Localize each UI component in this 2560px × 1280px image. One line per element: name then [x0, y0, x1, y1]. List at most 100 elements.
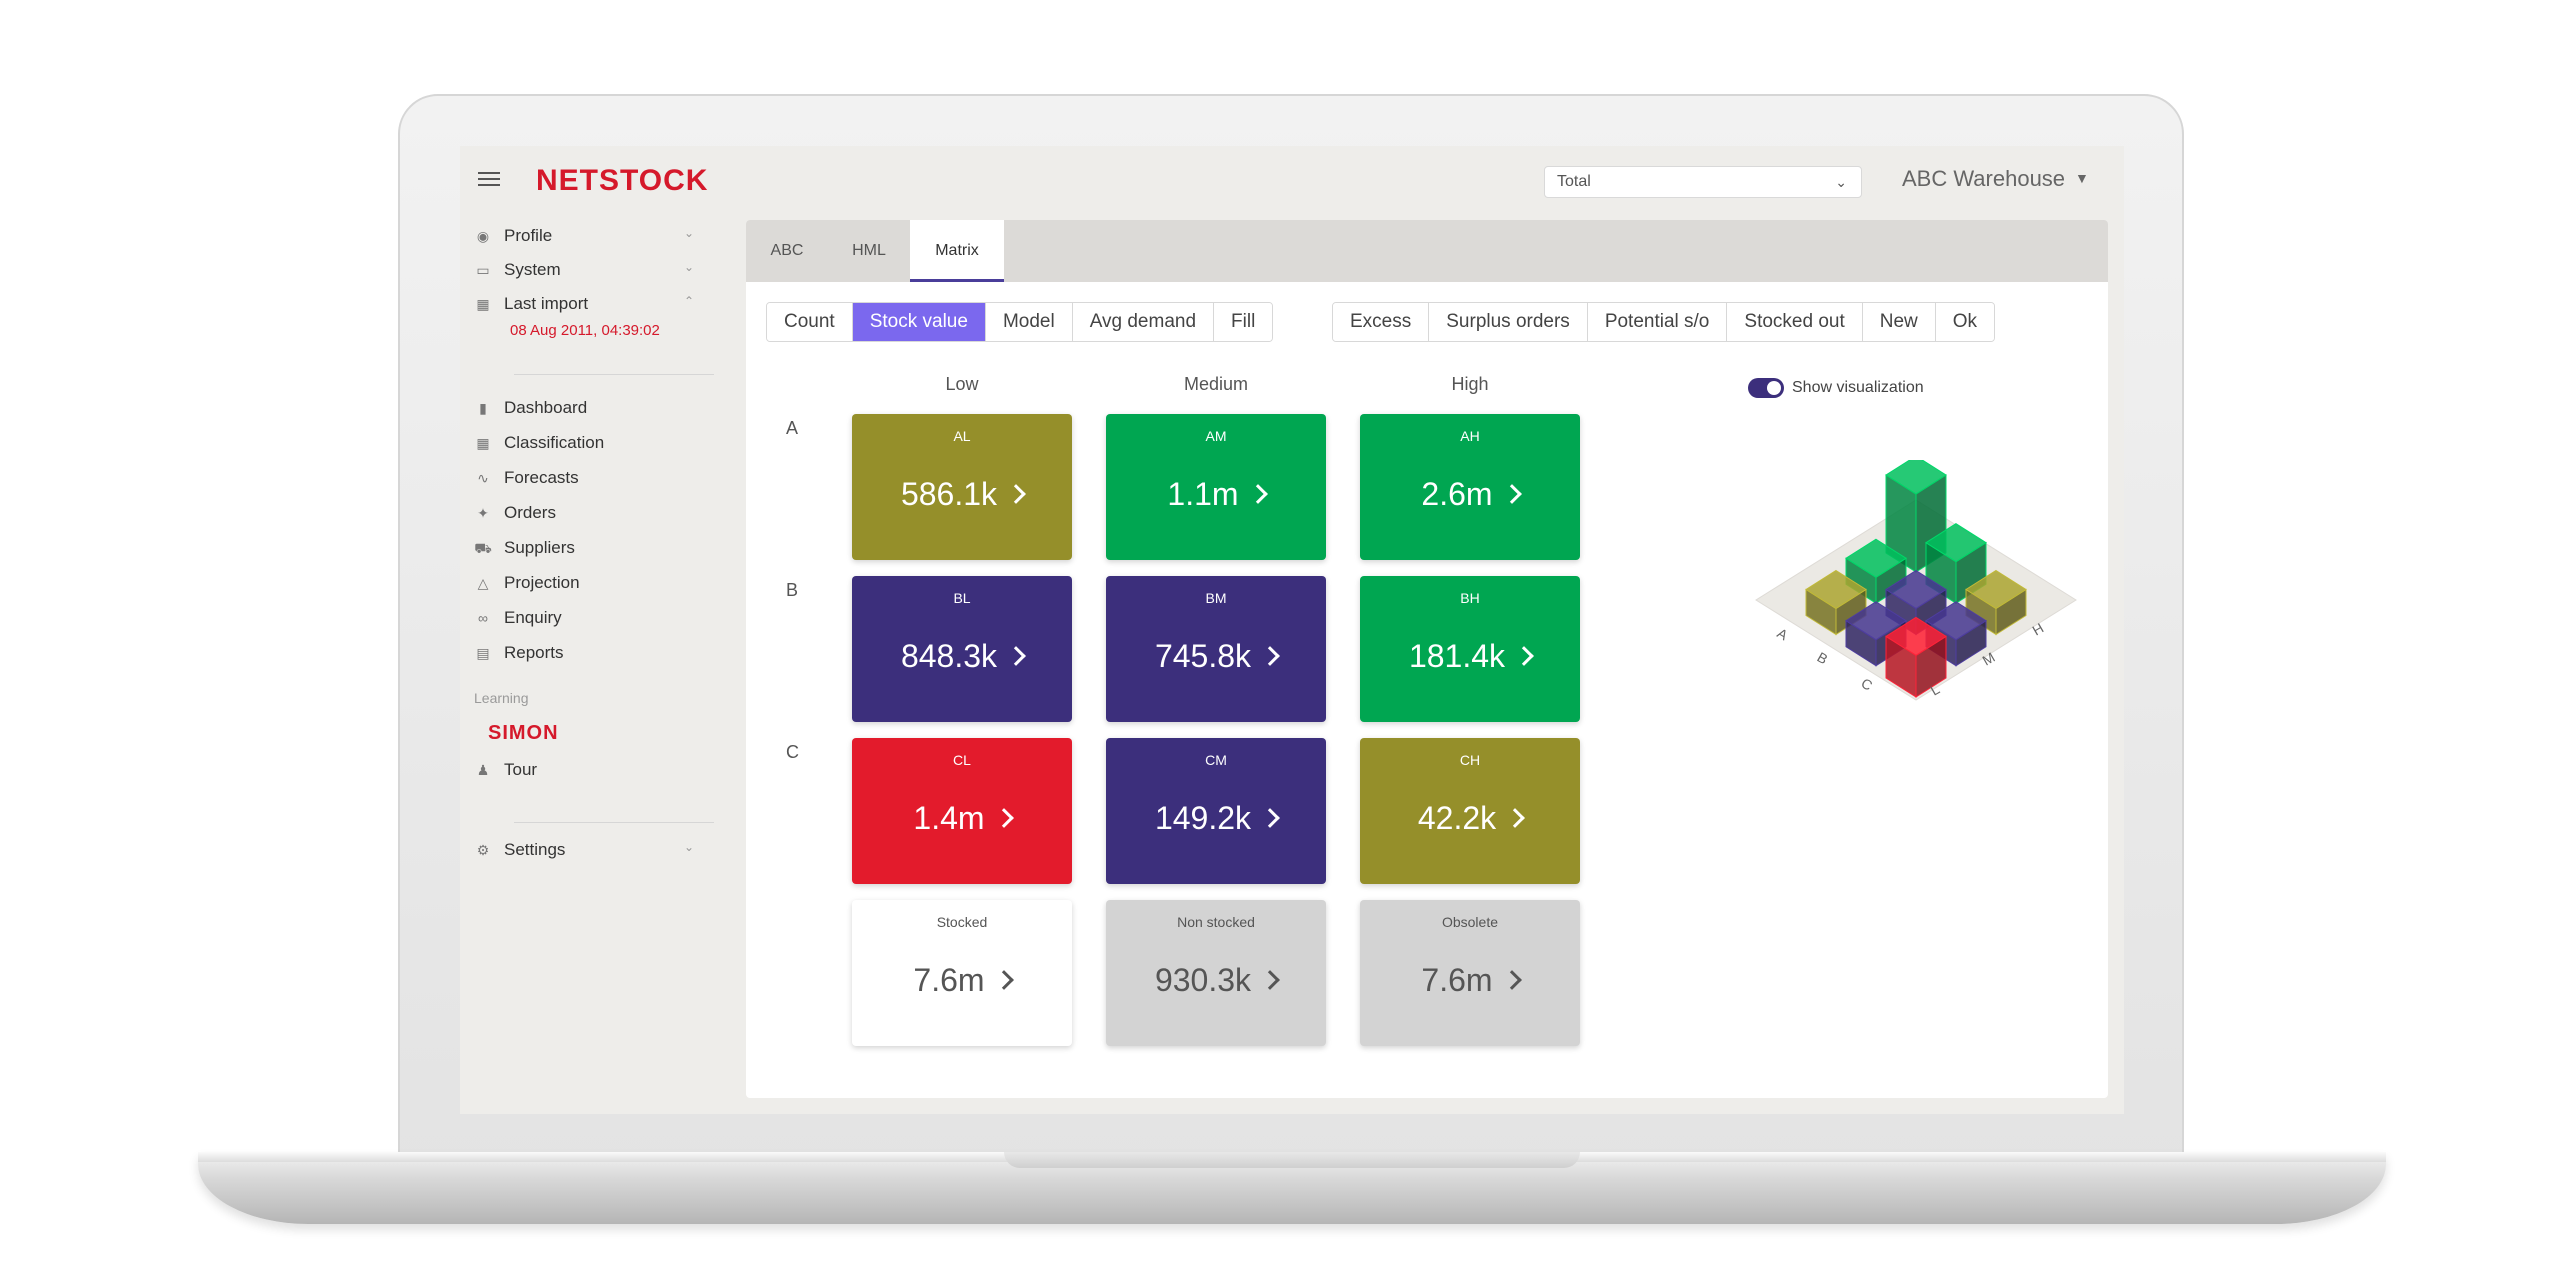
learning-section-label: Learning — [474, 690, 529, 706]
sidebar-item-label: Dashboard — [504, 398, 588, 417]
sidebar-item-reports[interactable]: ▤ Reports — [474, 639, 694, 667]
sidebar-item-label: Suppliers — [504, 538, 575, 557]
tile-am[interactable]: AM 1.1m — [1106, 414, 1326, 560]
column-header-high: High — [1451, 374, 1489, 394]
sidebar-item-projection[interactable]: △ Projection — [474, 569, 694, 597]
tile-value: 848.3k — [852, 638, 1072, 675]
bar-chart-icon: ▮ — [479, 400, 487, 416]
person-icon: ♟ — [476, 762, 490, 778]
sidebar-item-last-import[interactable]: ▦ Last import ⌃ — [474, 290, 694, 318]
sidebar-item-orders[interactable]: ✦ Orders — [474, 499, 694, 527]
filter-button-group: Excess Surplus orders Potential s/o Stoc… — [1332, 302, 1996, 342]
show-visualization-label: Show visualization — [1792, 379, 1924, 396]
tile-code: AL — [953, 428, 971, 444]
measure-button-group: Count Stock value Model Avg demand Fill — [766, 302, 1274, 342]
viz-cube-am — [1925, 523, 1987, 563]
viz-cube-bh — [1845, 538, 1907, 578]
tile-value: 181.4k — [1360, 638, 1580, 675]
sidebar-item-label: Last import — [504, 294, 589, 313]
chevron-right-icon — [1505, 808, 1526, 828]
simon-link[interactable]: SIMON — [488, 722, 559, 744]
tile-bm[interactable]: BM 745.8k — [1106, 576, 1326, 722]
tile-al[interactable]: AL 586.1k — [852, 414, 1072, 560]
sidebar-item-system[interactable]: ▭ System ⌄ — [474, 256, 694, 284]
line-chart-icon: ∿ — [477, 470, 489, 486]
sidebar-item-tour[interactable]: ♟ Tour — [474, 756, 694, 784]
tile-stocked[interactable]: Stocked 7.6m — [852, 900, 1072, 1046]
tile-ah[interactable]: AH 2.6m — [1360, 414, 1580, 560]
potential-so-button[interactable]: Potential s/o — [1587, 303, 1728, 341]
sidebar-item-label: Tour — [504, 760, 538, 779]
tile-value: 930.3k — [1106, 962, 1326, 999]
fill-button[interactable]: Fill — [1214, 303, 1273, 341]
stocked-out-button[interactable]: Stocked out — [1727, 303, 1863, 341]
viz-cube-cl — [1885, 616, 1947, 656]
app-screen: NETSTOCK Total ⌄ ABC Warehouse ▼ ◉ Profil… — [460, 146, 2124, 1114]
total-select[interactable]: Total ⌄ — [1544, 166, 1862, 198]
truck-icon: ⛟ — [474, 540, 492, 556]
tab-matrix[interactable]: Matrix — [910, 220, 1004, 282]
tile-value: 586.1k — [852, 476, 1072, 513]
excess-button[interactable]: Excess — [1333, 303, 1430, 341]
chevron-right-icon — [1260, 808, 1280, 828]
tile-cl[interactable]: CL 1.4m — [852, 738, 1072, 884]
tile-bh[interactable]: BH 181.4k — [1360, 576, 1580, 722]
warehouse-dropdown[interactable]: ABC Warehouse ▼ — [1902, 166, 2089, 192]
count-button[interactable]: Count — [767, 303, 853, 341]
new-button[interactable]: New — [1862, 303, 1936, 341]
chevron-right-icon — [1006, 484, 1026, 504]
sidebar-item-dashboard[interactable]: ▮ Dashboard — [474, 394, 694, 422]
caret-down-icon: ▼ — [2075, 170, 2089, 186]
show-visualization-toggle[interactable]: Show visualization — [1748, 378, 1924, 398]
toggle-switch[interactable] — [1748, 378, 1784, 398]
chevron-down-icon: ⌄ — [683, 226, 694, 240]
chevron-down-icon: ⌄ — [683, 260, 694, 274]
sidebar-item-label: Profile — [504, 226, 553, 245]
window-icon: ▭ — [476, 262, 490, 278]
sidebar-item-forecasts[interactable]: ∿ Forecasts — [474, 464, 694, 492]
grid-icon: ▦ — [476, 435, 490, 451]
user-circle-icon: ◉ — [476, 228, 490, 244]
calendar-icon: ▦ — [476, 296, 490, 312]
tab-hml[interactable]: HML — [852, 242, 886, 259]
sidebar-item-label: Classification — [504, 433, 605, 452]
sidebar-item-classification[interactable]: ▦ Classification — [474, 429, 694, 457]
triangle-icon: △ — [477, 575, 489, 591]
viz-cubes — [1805, 460, 2027, 698]
chevron-right-icon — [1260, 646, 1280, 666]
tile-code: BL — [953, 590, 971, 606]
chevron-right-icon — [1501, 970, 1522, 990]
sidebar-item-suppliers[interactable]: ⛟ Suppliers — [474, 534, 694, 562]
sidebar-item-enquiry[interactable]: ∞ Enquiry — [474, 604, 694, 632]
tile-bl[interactable]: BL 848.3k — [852, 576, 1072, 722]
avg-demand-button[interactable]: Avg demand — [1072, 303, 1215, 341]
model-button[interactable]: Model — [985, 303, 1073, 341]
viz-axis-label-a: A — [1775, 625, 1792, 644]
tile-code: Stocked — [936, 914, 988, 930]
viz-cube-bm — [1885, 569, 1947, 610]
tile-ch[interactable]: CH 42.2k — [1360, 738, 1580, 884]
tile-code: BM — [1205, 590, 1227, 606]
column-header-medium: Medium — [1183, 374, 1249, 394]
surplus-orders-button[interactable]: Surplus orders — [1429, 303, 1588, 341]
sidebar-item-settings[interactable]: ⚙ Settings ⌄ — [474, 836, 694, 864]
tab-abc[interactable]: ABC — [770, 242, 804, 259]
ok-button[interactable]: Ok — [1935, 303, 1995, 341]
tile-value: 42.2k — [1360, 800, 1580, 837]
sidebar-item-label: Projection — [504, 573, 580, 592]
hamburger-menu-icon[interactable] — [478, 172, 500, 186]
isometric-visualization: A B C L M H — [1755, 460, 2077, 701]
stock-value-button[interactable]: Stock value — [852, 303, 986, 341]
tile-non-stocked[interactable]: Non stocked 930.3k — [1106, 900, 1326, 1046]
chevron-down-icon: ⌄ — [1835, 174, 1847, 190]
tile-obsolete[interactable]: Obsolete 7.6m — [1360, 900, 1580, 1046]
chevron-right-icon — [993, 808, 1014, 828]
tile-cm[interactable]: CM 149.2k — [1106, 738, 1326, 884]
chevron-right-icon — [1501, 484, 1522, 504]
sidebar-item-label: Reports — [504, 643, 564, 662]
sidebar-item-profile[interactable]: ◉ Profile ⌄ — [474, 222, 694, 250]
chevron-right-icon — [993, 970, 1014, 990]
chevron-right-icon — [1514, 646, 1534, 666]
viz-axis-label-h: H — [2030, 620, 2047, 639]
